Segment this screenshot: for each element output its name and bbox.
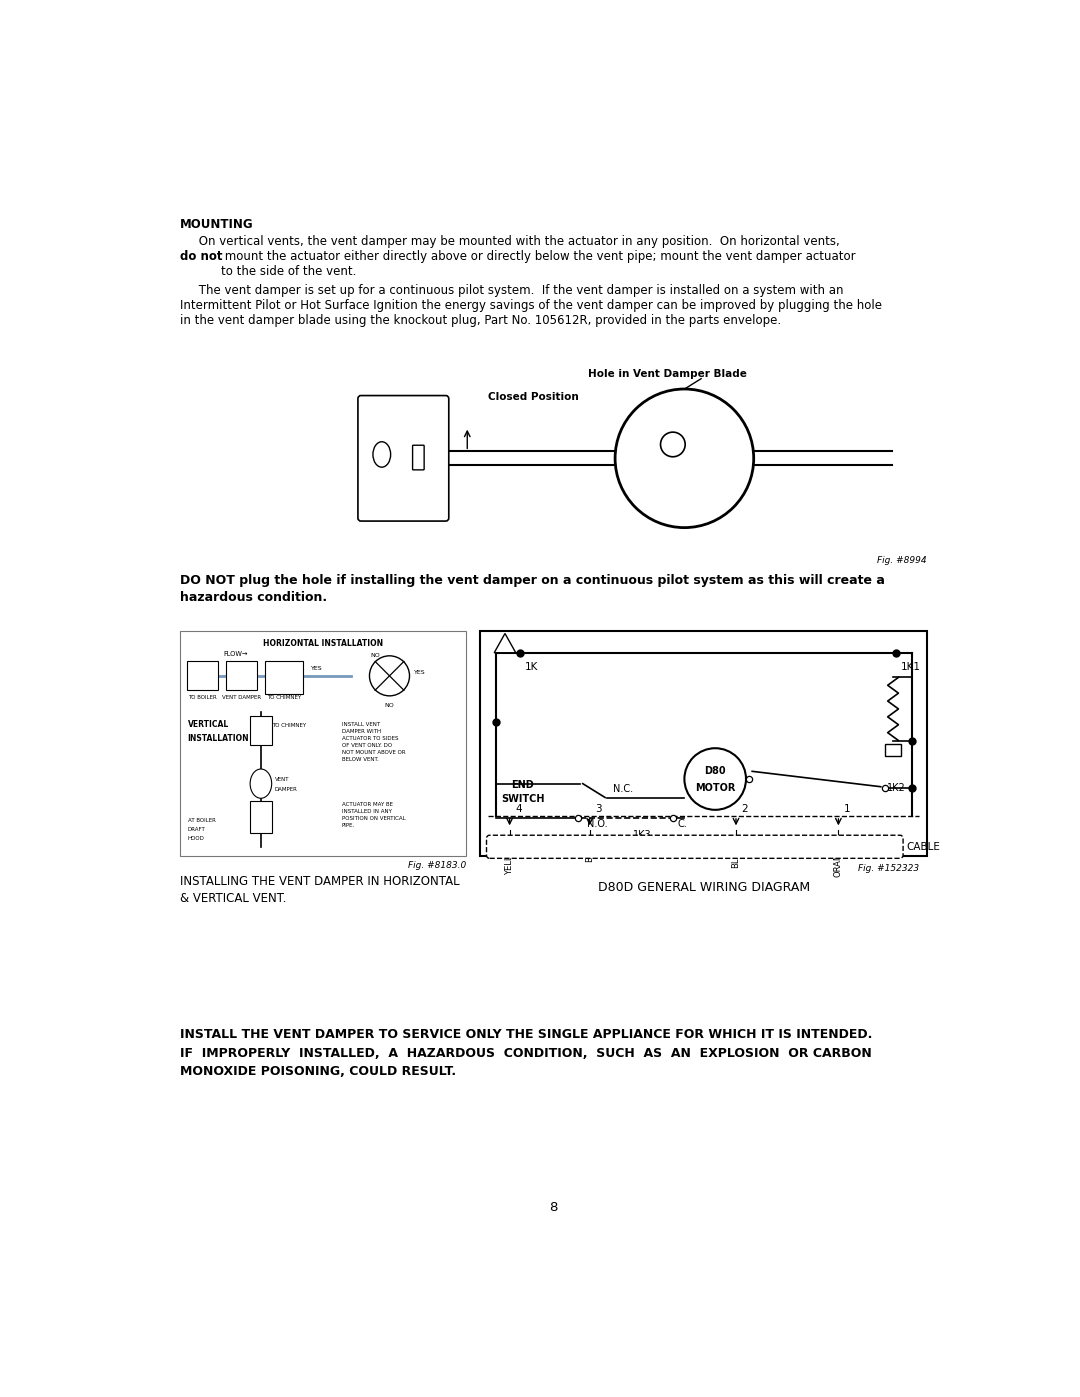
Bar (180, 631, 467, 856)
Text: mount the actuator either directly above or directly below the vent pipe; mount : mount the actuator either directly above… (220, 250, 855, 264)
Text: The vent damper is set up for a continuous pilot system.  If the vent damper is : The vent damper is set up for a continuo… (180, 285, 843, 298)
Bar (481, 631, 927, 856)
Text: NO: NO (370, 652, 380, 658)
Text: 1K3: 1K3 (633, 830, 651, 840)
Bar (226, 661, 257, 690)
Text: On vertical vents, the vent damper may be mounted with the actuator in any posit: On vertical vents, the vent damper may b… (180, 236, 840, 249)
Text: INSTALL THE VENT DAMPER TO SERVICE ONLY THE SINGLE APPLIANCE FOR WHICH IT IS INT: INSTALL THE VENT DAMPER TO SERVICE ONLY … (180, 1028, 873, 1042)
Text: INSTALL VENT
DAMPER WITH
ACTUATOR TO SIDES
OF VENT ONLY. DO
NOT MOUNT ABOVE OR
B: INSTALL VENT DAMPER WITH ACTUATOR TO SID… (341, 722, 405, 761)
Bar (886, 743, 901, 756)
Text: N.O.: N.O. (586, 819, 607, 828)
Bar (251, 800, 272, 833)
Text: 1K1: 1K1 (901, 662, 921, 672)
Text: 2: 2 (741, 805, 748, 814)
Text: Intermittent Pilot or Hot Surface Ignition the energy savings of the vent damper: Intermittent Pilot or Hot Surface Igniti… (180, 299, 882, 313)
FancyBboxPatch shape (357, 395, 449, 521)
Text: do not: do not (180, 250, 222, 264)
Text: ORANGE: ORANGE (834, 841, 842, 877)
Text: 1K: 1K (525, 662, 539, 672)
Text: SWITCH: SWITCH (501, 793, 544, 805)
Text: END: END (511, 780, 535, 791)
Text: ACTUATOR MAY BE
INSTALLED IN ANY
POSITION ON VERTICAL
PIPE.: ACTUATOR MAY BE INSTALLED IN ANY POSITIO… (341, 802, 405, 828)
FancyBboxPatch shape (413, 446, 424, 469)
Circle shape (616, 388, 754, 528)
Text: MONOXIDE POISONING, COULD RESULT.: MONOXIDE POISONING, COULD RESULT. (180, 1066, 456, 1078)
Circle shape (369, 655, 409, 696)
Text: CABLE: CABLE (906, 842, 940, 852)
Text: HORIZONTAL INSTALLATION: HORIZONTAL INSTALLATION (264, 638, 383, 648)
Bar (187, 661, 218, 690)
Text: DO NOT plug the hole if installing the vent damper on a continuous pilot system : DO NOT plug the hole if installing the v… (180, 574, 885, 587)
Text: TO BOILER: TO BOILER (188, 696, 217, 700)
Text: & VERTICAL VENT.: & VERTICAL VENT. (180, 893, 286, 905)
Ellipse shape (251, 768, 272, 798)
Text: 1: 1 (843, 805, 850, 814)
Text: in the vent damper blade using the knockout plug, Part No. 105612R, provided in : in the vent damper blade using the knock… (180, 314, 781, 327)
Text: 8: 8 (550, 1201, 557, 1214)
Bar (265, 661, 303, 693)
Text: HOOD: HOOD (188, 835, 204, 841)
Text: C.: C. (677, 819, 687, 828)
FancyBboxPatch shape (486, 835, 903, 858)
Text: N.C.: N.C. (612, 784, 633, 795)
Text: to the side of the vent.: to the side of the vent. (220, 265, 356, 278)
Text: MOTOR: MOTOR (696, 784, 735, 793)
Text: 3: 3 (595, 805, 602, 814)
Text: Fig. #8994: Fig. #8994 (877, 556, 927, 566)
Text: DRAFT: DRAFT (188, 827, 205, 831)
Text: TO CHIMNEY: TO CHIMNEY (267, 696, 301, 700)
Polygon shape (495, 633, 516, 652)
Text: VERTICAL: VERTICAL (188, 719, 229, 729)
Bar (251, 715, 272, 745)
Text: Fig. #152323: Fig. #152323 (859, 863, 919, 873)
Text: FLOW→: FLOW→ (224, 651, 247, 657)
Text: D80: D80 (704, 767, 726, 777)
Text: Hole in Vent Damper Blade: Hole in Vent Damper Blade (589, 369, 747, 380)
Text: YELLOW: YELLOW (505, 841, 514, 875)
Text: TO CHIMNEY: TO CHIMNEY (272, 722, 307, 728)
Text: INSTALLING THE VENT DAMPER IN HORIZONTAL: INSTALLING THE VENT DAMPER IN HORIZONTAL (180, 876, 460, 888)
Text: hazardous condition.: hazardous condition. (180, 591, 327, 604)
Ellipse shape (373, 441, 391, 467)
Text: Closed Position: Closed Position (488, 393, 579, 402)
Text: INSTALLATION: INSTALLATION (188, 733, 249, 743)
Text: Fig. #8183.0: Fig. #8183.0 (408, 862, 467, 870)
Text: VENT DAMPER: VENT DAMPER (222, 696, 261, 700)
Text: MOUNTING: MOUNTING (180, 218, 254, 231)
Text: 4: 4 (515, 805, 522, 814)
Text: AT BOILER: AT BOILER (188, 817, 216, 823)
Text: VENT: VENT (274, 778, 289, 782)
Text: NO: NO (384, 703, 394, 708)
Text: DAMPER: DAMPER (274, 788, 298, 792)
Circle shape (661, 432, 685, 457)
Text: BLACK: BLACK (731, 841, 741, 869)
Text: YES: YES (414, 671, 426, 675)
Text: BLUE: BLUE (585, 841, 594, 862)
Text: IF  IMPROPERLY  INSTALLED,  A  HAZARDOUS  CONDITION,  SUCH  AS  AN  EXPLOSION  O: IF IMPROPERLY INSTALLED, A HAZARDOUS CON… (180, 1046, 872, 1060)
Text: YES: YES (311, 666, 323, 671)
Text: D80D GENERAL WIRING DIAGRAM: D80D GENERAL WIRING DIAGRAM (597, 880, 810, 894)
Text: 1K2: 1K2 (887, 782, 906, 793)
Circle shape (685, 749, 746, 810)
